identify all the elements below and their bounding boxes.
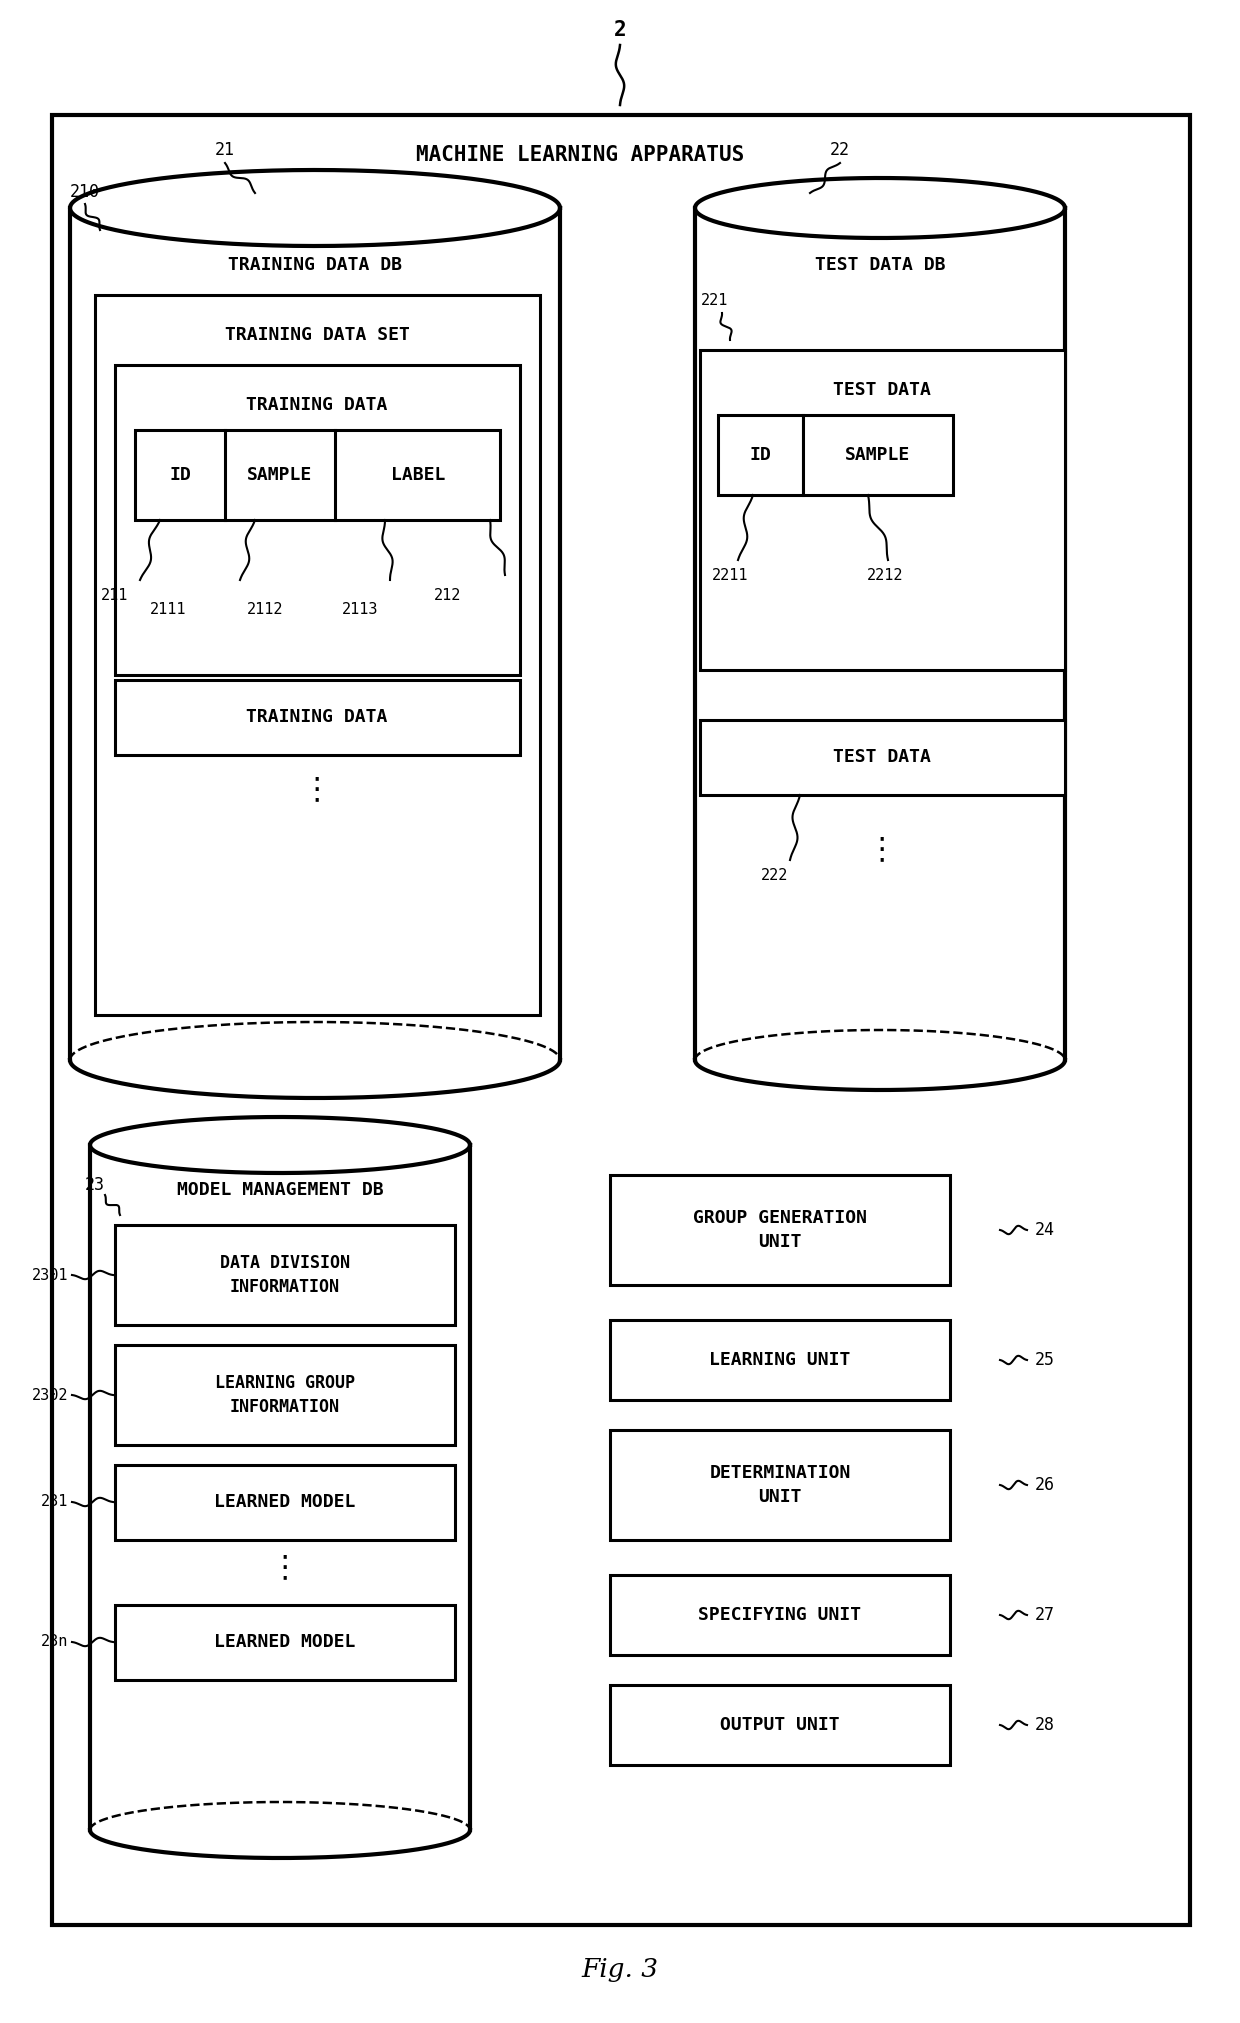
Text: 221: 221 xyxy=(702,293,729,307)
Text: 222: 222 xyxy=(761,868,789,882)
Text: LEARNED MODEL: LEARNED MODEL xyxy=(215,1493,356,1511)
Text: LEARNING UNIT: LEARNING UNIT xyxy=(709,1351,851,1370)
Text: 26: 26 xyxy=(1035,1477,1055,1495)
Text: 2112: 2112 xyxy=(247,603,283,617)
Text: GROUP GENERATION
UNIT: GROUP GENERATION UNIT xyxy=(693,1210,867,1250)
Bar xyxy=(701,720,1065,795)
Text: TEST DATA DB: TEST DATA DB xyxy=(815,257,945,273)
Bar xyxy=(135,431,500,520)
Text: 28: 28 xyxy=(1035,1716,1055,1734)
Bar xyxy=(115,1226,455,1325)
Text: 2113: 2113 xyxy=(342,603,378,617)
Text: ⋮: ⋮ xyxy=(867,835,898,864)
Text: 211: 211 xyxy=(102,587,129,603)
Text: 21: 21 xyxy=(215,142,236,160)
Text: 22: 22 xyxy=(830,142,849,160)
Text: SPECIFYING UNIT: SPECIFYING UNIT xyxy=(698,1606,862,1624)
Text: 2212: 2212 xyxy=(867,568,903,583)
Text: 23: 23 xyxy=(86,1175,105,1194)
Text: 2: 2 xyxy=(614,20,626,40)
Bar xyxy=(115,680,520,755)
Bar xyxy=(701,350,1065,670)
Text: SAMPLE: SAMPLE xyxy=(247,465,312,483)
Text: OUTPUT UNIT: OUTPUT UNIT xyxy=(720,1716,839,1734)
Text: 2302: 2302 xyxy=(31,1388,68,1402)
Text: 27: 27 xyxy=(1035,1606,1055,1624)
Bar xyxy=(95,295,539,1016)
Bar xyxy=(115,1604,455,1679)
Text: TEST DATA: TEST DATA xyxy=(833,749,931,767)
Text: 231: 231 xyxy=(41,1495,68,1509)
Text: LEARNED MODEL: LEARNED MODEL xyxy=(215,1633,356,1651)
Text: TRAINING DATA SET: TRAINING DATA SET xyxy=(224,326,409,344)
Text: 23n: 23n xyxy=(41,1635,68,1649)
Bar xyxy=(52,115,1190,1926)
Text: 2111: 2111 xyxy=(150,603,186,617)
Text: 25: 25 xyxy=(1035,1351,1055,1370)
Text: 2211: 2211 xyxy=(712,568,748,583)
Bar xyxy=(115,1465,455,1540)
Text: DETERMINATION
UNIT: DETERMINATION UNIT xyxy=(709,1465,851,1505)
Bar xyxy=(610,1685,950,1764)
Bar xyxy=(718,415,804,496)
Bar xyxy=(610,1175,950,1285)
Text: MACHINE LEARNING APPARATUS: MACHINE LEARNING APPARATUS xyxy=(415,146,744,166)
Text: DATA DIVISION
INFORMATION: DATA DIVISION INFORMATION xyxy=(219,1254,350,1297)
Text: TEST DATA: TEST DATA xyxy=(833,380,931,399)
Bar xyxy=(115,1345,455,1444)
Text: ID: ID xyxy=(169,465,191,483)
Text: MODEL MANAGEMENT DB: MODEL MANAGEMENT DB xyxy=(176,1181,383,1200)
Bar xyxy=(115,364,520,676)
Text: 24: 24 xyxy=(1035,1222,1055,1238)
Bar xyxy=(804,415,954,496)
Bar xyxy=(610,1319,950,1400)
Bar xyxy=(610,1576,950,1655)
Text: SAMPLE: SAMPLE xyxy=(846,445,910,463)
Text: 212: 212 xyxy=(434,587,461,603)
Text: 2301: 2301 xyxy=(31,1268,68,1283)
Text: ⋮: ⋮ xyxy=(270,1554,300,1582)
Bar xyxy=(610,1430,950,1540)
Text: TRAINING DATA: TRAINING DATA xyxy=(247,708,388,726)
Text: ID: ID xyxy=(749,445,771,463)
Text: LABEL: LABEL xyxy=(391,465,445,483)
Text: TRAINING DATA DB: TRAINING DATA DB xyxy=(228,257,402,273)
Text: ⋮: ⋮ xyxy=(301,775,332,805)
Text: Fig. 3: Fig. 3 xyxy=(582,1958,658,1983)
Text: TRAINING DATA: TRAINING DATA xyxy=(247,397,388,415)
Text: 210: 210 xyxy=(69,182,100,200)
Text: LEARNING GROUP
INFORMATION: LEARNING GROUP INFORMATION xyxy=(215,1374,355,1416)
